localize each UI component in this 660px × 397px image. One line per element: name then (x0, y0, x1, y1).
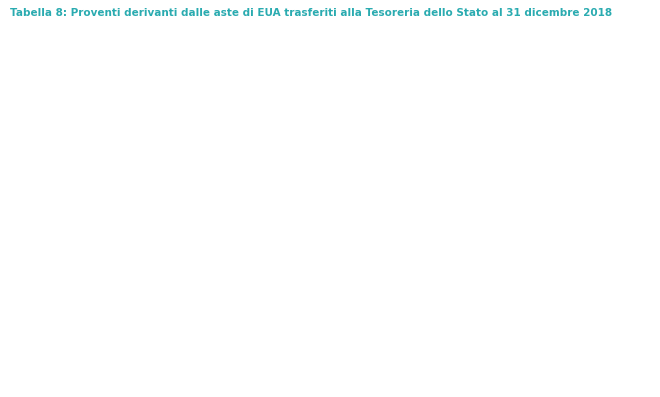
Text: Tabella 8: Proventi derivanti dalle aste di EUA trasferiti alla Tesoreria dello : Tabella 8: Proventi derivanti dalle aste… (10, 8, 612, 18)
